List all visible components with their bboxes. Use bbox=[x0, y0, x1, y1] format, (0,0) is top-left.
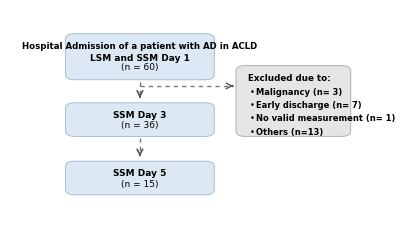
FancyBboxPatch shape bbox=[66, 103, 214, 137]
Text: •: • bbox=[250, 114, 255, 123]
Text: No valid measurement (n= 1): No valid measurement (n= 1) bbox=[256, 114, 396, 123]
Text: Hospital Admission of a patient with AD in ACLD: Hospital Admission of a patient with AD … bbox=[22, 42, 258, 51]
FancyBboxPatch shape bbox=[236, 66, 351, 137]
Text: Excluded due to:: Excluded due to: bbox=[248, 73, 331, 82]
Text: Malignancy (n= 3): Malignancy (n= 3) bbox=[256, 87, 342, 96]
Text: LSM and SSM Day 1: LSM and SSM Day 1 bbox=[90, 54, 190, 63]
Text: Early discharge (n= 7): Early discharge (n= 7) bbox=[256, 101, 362, 110]
Text: •: • bbox=[250, 101, 255, 110]
Text: •: • bbox=[250, 87, 255, 96]
FancyBboxPatch shape bbox=[66, 161, 214, 195]
Text: •: • bbox=[250, 127, 255, 136]
Text: (n = 15): (n = 15) bbox=[121, 179, 159, 188]
Text: SSM Day 3: SSM Day 3 bbox=[113, 110, 166, 119]
Text: SSM Day 5: SSM Day 5 bbox=[113, 169, 166, 177]
Text: (n = 36): (n = 36) bbox=[121, 121, 159, 130]
Text: (n = 60): (n = 60) bbox=[121, 63, 159, 71]
Text: Others (n=13): Others (n=13) bbox=[256, 127, 323, 136]
FancyBboxPatch shape bbox=[66, 35, 214, 80]
